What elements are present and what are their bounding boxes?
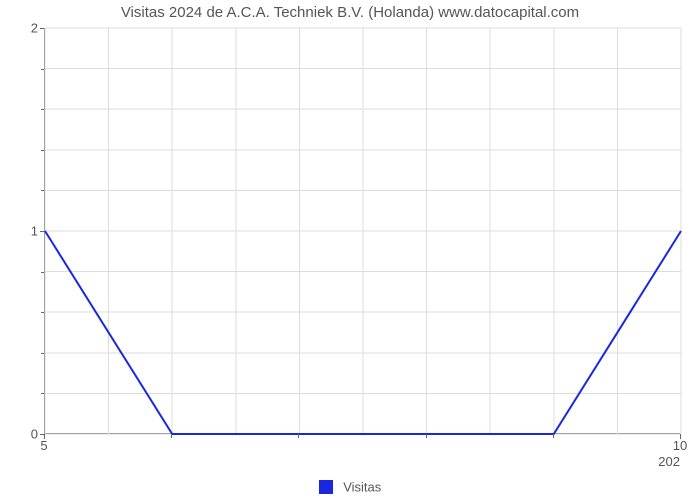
- plot-svg: [45, 28, 681, 434]
- legend: Visitas: [0, 478, 700, 496]
- y-tick-mark: [40, 28, 44, 29]
- x-tick-mark: [680, 434, 681, 439]
- x-minor-tick-mark: [426, 434, 427, 438]
- x-minor-tick-mark: [298, 434, 299, 438]
- y-minor-tick-mark: [41, 272, 44, 273]
- x-tick-label: 5: [40, 438, 47, 453]
- y-minor-tick-mark: [41, 190, 44, 191]
- y-tick-label: 2: [8, 21, 38, 36]
- legend-label: Visitas: [343, 479, 381, 494]
- y-minor-tick-mark: [41, 312, 44, 313]
- y-minor-tick-mark: [41, 150, 44, 151]
- y-minor-tick-mark: [41, 69, 44, 70]
- chart-container: Visitas 2024 de A.C.A. Techniek B.V. (Ho…: [0, 0, 700, 500]
- x-minor-tick-mark: [553, 434, 554, 438]
- y-tick-mark: [40, 231, 44, 232]
- x-tick-label: 10: [673, 438, 687, 453]
- x-minor-tick-mark: [171, 434, 172, 438]
- y-minor-tick-mark: [41, 353, 44, 354]
- x-axis-sublabel: 202: [658, 454, 680, 469]
- y-minor-tick-mark: [41, 109, 44, 110]
- y-tick-label: 1: [8, 224, 38, 239]
- y-minor-tick-mark: [41, 393, 44, 394]
- x-tick-mark: [44, 434, 45, 439]
- plot-area: [44, 28, 680, 434]
- y-tick-label: 0: [8, 427, 38, 442]
- gridlines: [45, 28, 681, 434]
- chart-title: Visitas 2024 de A.C.A. Techniek B.V. (Ho…: [0, 4, 700, 21]
- legend-swatch: [319, 480, 333, 494]
